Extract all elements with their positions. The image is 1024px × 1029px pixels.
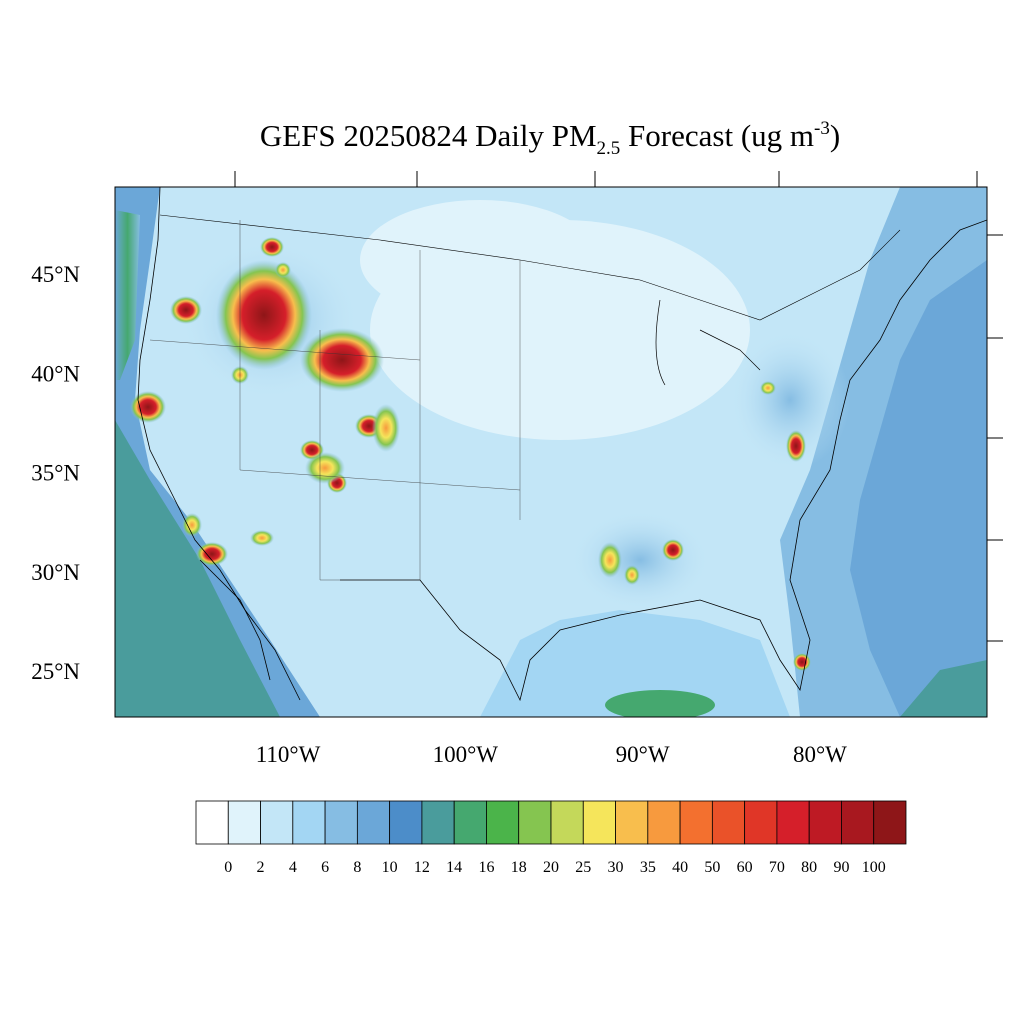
colorbar-swatch bbox=[227, 800, 261, 845]
map-title: GEFS 20250824 Daily PM2.5 Forecast (ug m… bbox=[260, 118, 840, 159]
colorbar-swatch bbox=[550, 800, 584, 845]
colorbar-label: 80 bbox=[801, 859, 817, 876]
colorbar-swatch bbox=[679, 800, 713, 845]
colorbar-label: 20 bbox=[543, 859, 559, 876]
colorbar-swatch bbox=[518, 800, 552, 845]
map-frame bbox=[114, 186, 988, 718]
colorbar-swatch bbox=[582, 800, 616, 845]
colorbar-label: 50 bbox=[704, 859, 720, 876]
longitude-label: 100°W bbox=[433, 742, 499, 767]
colorbar-label: 70 bbox=[769, 859, 785, 876]
latitude-labels: 45°N 40°N 35°N 30°N 25°N bbox=[31, 262, 80, 684]
map-field bbox=[115, 187, 987, 717]
colorbar-swatch bbox=[776, 800, 810, 845]
frame-ticks bbox=[234, 171, 1003, 642]
colorbar-swatch bbox=[615, 800, 649, 845]
latitude-label: 25°N bbox=[31, 659, 80, 684]
latitude-label: 35°N bbox=[31, 461, 80, 486]
colorbar-label: 18 bbox=[511, 859, 527, 876]
colorbar-label: 14 bbox=[446, 859, 462, 876]
colorbar-swatch bbox=[292, 800, 326, 845]
colorbar-swatch bbox=[195, 800, 229, 845]
colorbar-label: 6 bbox=[321, 859, 329, 876]
colorbar-label: 100 bbox=[862, 859, 886, 876]
longitude-labels: 110°W 100°W 90°W 80°W bbox=[256, 742, 847, 767]
colorbar-swatch bbox=[711, 800, 746, 845]
colorbar-label: 60 bbox=[737, 859, 753, 876]
title-rest: Forecast (ug m bbox=[620, 118, 814, 153]
colorbar-swatch bbox=[647, 800, 681, 845]
colorbar-swatch bbox=[453, 800, 487, 845]
colorbar-swatch bbox=[389, 800, 423, 845]
title-main: GEFS 20250824 Daily PM bbox=[260, 118, 597, 153]
colorbar-label: 25 bbox=[575, 859, 591, 876]
title-superscript: -3 bbox=[814, 118, 830, 139]
colorbar-swatch bbox=[744, 800, 778, 845]
longitude-label: 80°W bbox=[793, 742, 847, 767]
colorbar-label: 12 bbox=[414, 859, 430, 876]
latitude-label: 40°N bbox=[31, 361, 80, 386]
colorbar-swatch bbox=[421, 800, 455, 845]
colorbar-label: 8 bbox=[353, 859, 361, 876]
colorbar: 0 2 4 6 8 10 12 14 16 18 20 25 30 35 40 50 60 70 80 90 100 bbox=[195, 800, 907, 876]
colorbar-swatch bbox=[324, 800, 358, 845]
colorbar-label: 35 bbox=[640, 859, 656, 876]
colorbar-label: 40 bbox=[672, 859, 688, 876]
colorbar-label: 16 bbox=[478, 859, 494, 876]
longitude-label: 90°W bbox=[616, 742, 670, 767]
colorbar-label: 90 bbox=[833, 859, 849, 876]
title-close: ) bbox=[830, 118, 840, 153]
colorbar-label: 10 bbox=[382, 859, 398, 876]
colorbar-swatch bbox=[841, 800, 875, 845]
colorbar-swatch bbox=[808, 800, 842, 845]
colorbar-label: 30 bbox=[608, 859, 624, 876]
colorbar-label: 0 bbox=[224, 859, 232, 876]
latitude-label: 45°N bbox=[31, 262, 80, 287]
longitude-label: 110°W bbox=[256, 742, 321, 767]
title-subscript: 2.5 bbox=[597, 138, 621, 159]
colorbar-swatch bbox=[356, 800, 391, 845]
latitude-label: 30°N bbox=[31, 560, 80, 585]
colorbar-label: 4 bbox=[289, 859, 297, 876]
colorbar-label: 2 bbox=[257, 859, 265, 876]
colorbar-swatch bbox=[873, 800, 907, 845]
colorbar-swatch bbox=[260, 800, 294, 845]
colorbar-swatch bbox=[486, 800, 520, 845]
